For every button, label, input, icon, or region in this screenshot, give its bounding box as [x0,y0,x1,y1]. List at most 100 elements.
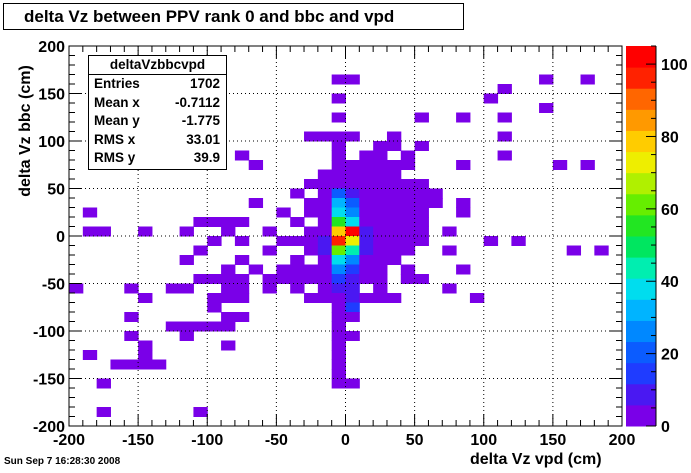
heatmap-bin [234,217,250,227]
heatmap-bin [110,359,125,370]
heatmap-bin [207,321,222,332]
heatmap-bin [456,160,471,170]
heatmap-bin [331,160,346,170]
heatmap-bin [373,150,388,161]
heatmap-bin [373,160,388,170]
palette-swatch [626,172,656,195]
axes: -200 -150 -100 -50 0 50 100 150 200 -200 -150 -100 -… [33,39,635,449]
heatmap-bin [331,217,346,227]
heatmap-bin [359,274,374,284]
heatmap-bin [345,255,360,265]
heatmap-bin [359,160,374,170]
heatmap-bin [221,274,236,284]
heatmap-bin [359,217,374,227]
heatmap-bin [386,131,402,142]
heatmap-bin [179,283,194,294]
heatmap-bin [304,245,319,256]
heatmap-bin [290,255,305,265]
heatmap-bin [497,112,512,123]
heatmap-bin [373,217,388,227]
heatmap-bin [497,131,512,142]
stats-label: Mean y [94,113,140,128]
heatmap-bin [373,245,388,256]
heatmap-bin [69,283,84,294]
palette-swatch [626,88,656,110]
heatmap-bin [221,293,236,303]
heatmap-bin [400,160,416,170]
stats-value: 39.9 [193,150,220,165]
palette-swatch [626,320,656,343]
heatmap-bin [345,274,360,284]
heatmap-bin [359,198,374,208]
heatmap-bin [386,293,402,303]
heatmap-bin [221,217,236,227]
heatmap-bin [262,226,277,237]
heatmap-bin [179,226,194,237]
heatmap-bin [276,207,291,218]
stats-row-entries: Entries 1702 [89,75,226,94]
heatmap-bin [386,179,402,189]
heatmap-bin [234,255,250,265]
heatmap-bin [262,283,277,294]
heatmap-bin [345,226,360,237]
heatmap-bin [373,274,388,284]
heatmap-bin [414,236,429,246]
heatmap-bin [317,255,333,265]
y-tick-label: 200 [38,39,65,56]
x-tick-label: 50 [406,432,424,449]
heatmap-bin [124,331,139,341]
x-tick-label: -50 [265,432,288,449]
stats-label: Mean x [94,94,140,110]
color-palette: 0 20 40 60 80 100 [626,45,688,436]
y-tick-label: 0 [56,229,65,246]
heatmap-bin [179,255,194,265]
heatmap-bin [262,245,277,256]
heatmap-bin [221,312,236,322]
heatmap-bin [317,293,333,303]
heatmap-bin [124,359,139,370]
heatmap-bin [82,350,98,360]
heatmap-bin [414,207,429,218]
heatmap-bin [539,74,554,85]
y-tick-label: -50 [42,277,65,294]
heatmap-bin [373,198,388,208]
heatmap-bin [276,264,291,275]
heatmap-bin [331,169,346,180]
stats-value: 1702 [189,76,220,91]
palette-swatch [626,130,656,153]
stats-label: RMS x [94,131,136,147]
heatmap-bin [345,207,360,218]
heatmap-bin [414,198,429,208]
heatmap-bin [234,236,250,246]
y-tick-label: -150 [33,372,65,389]
heatmap-bin [96,407,111,417]
x-tick-label: 150 [540,432,567,449]
heatmap-bin [456,112,471,123]
heatmap-bin [373,141,388,151]
heatmap-bin [317,217,333,227]
heatmap-bin [138,359,153,370]
x-tick-label: 0 [341,432,350,449]
heatmap-bin [331,369,346,379]
heatmap-bin [221,264,236,275]
heatmap-bin [386,226,402,237]
x-tick-label: 100 [470,432,497,449]
heatmap-bin [304,179,319,189]
heatmap-bin [331,302,346,313]
heatmap-bin [276,274,291,284]
x-tick-label: -150 [122,432,154,449]
heatmap-bin [428,198,443,208]
heatmap-bin [345,160,360,170]
palette-tick-label: 40 [661,274,679,291]
heatmap-bin [400,217,416,227]
stats-box: deltaVzbbcvpd Entries 1702 Mean x -0.7112 … [88,55,227,170]
heatmap-bin [345,293,360,303]
y-tick-label: -100 [33,324,65,341]
heatmap-bin [304,293,319,303]
palette-swatch [626,299,656,321]
heatmap-bin [317,179,333,189]
heatmap-bin [331,359,346,370]
heatmap-bin [580,74,595,85]
heatmap-bin [317,226,333,237]
heatmap-bin [414,141,429,151]
